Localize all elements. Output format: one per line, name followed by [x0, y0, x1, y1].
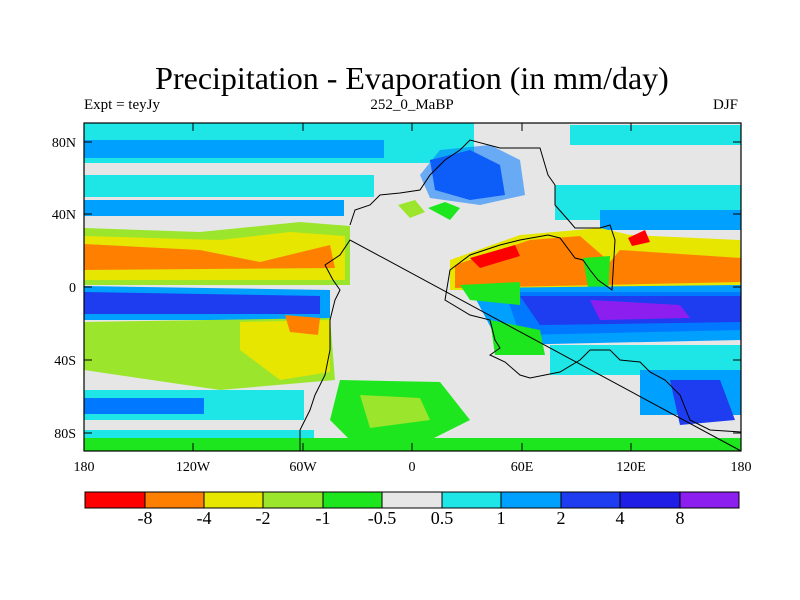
- lon-label: 0: [409, 460, 416, 475]
- colorbar-label: 1: [496, 508, 506, 528]
- colorbar-label: 2: [556, 508, 566, 528]
- lat-label: 40N: [52, 208, 76, 223]
- colorbar-box: [84, 491, 146, 509]
- colorbar-box: [144, 491, 205, 509]
- eq-purple: [590, 300, 690, 320]
- tick-labels: 80N 40N 0 40S 80S 180 120W 60W 0 60E 120…: [52, 136, 752, 475]
- lat-label: 40S: [54, 354, 76, 369]
- lon-label: 180: [74, 460, 95, 475]
- lon-label: 60E: [511, 460, 534, 475]
- north-band-g: [600, 210, 741, 230]
- lon-label: 180: [731, 460, 752, 475]
- season-label: DJF: [712, 97, 738, 113]
- lon-label: 60W: [289, 460, 317, 475]
- axis-ticks: [84, 123, 741, 451]
- colorbar-label: -0.5: [367, 508, 397, 528]
- ss-green-east: [490, 320, 545, 355]
- north-band-d: [84, 200, 344, 216]
- colorbar-label: -1: [315, 508, 331, 528]
- south-blue-blob: [670, 380, 735, 425]
- ss-orange: [285, 315, 320, 335]
- period-label: 252_0_MaBP: [370, 97, 454, 113]
- east-green-1: [460, 282, 520, 305]
- colorbar-box: [500, 491, 562, 509]
- colorbar: [84, 491, 740, 509]
- ns-red-2: [628, 230, 650, 246]
- colorbar-box: [619, 491, 681, 509]
- lat-label: 80N: [52, 136, 76, 151]
- colorbar-box: [441, 491, 502, 509]
- colorbar-box: [679, 491, 740, 509]
- tethys-islands: [398, 200, 425, 218]
- south-band-b: [84, 398, 204, 414]
- experiment-label: Expt = teyJy: [84, 97, 160, 113]
- colorbar-label: 8: [675, 508, 685, 528]
- lon-label: 120W: [176, 460, 211, 475]
- eq-wet-2: [84, 292, 320, 314]
- lat-label: 0: [69, 281, 76, 296]
- colorbar-label: -2: [255, 508, 271, 528]
- contour-field: [84, 123, 741, 451]
- continent-outline: [299, 139, 742, 452]
- colorbar-box: [560, 491, 621, 509]
- lat-label: 80S: [54, 427, 76, 442]
- colorbar-label: -8: [137, 508, 153, 528]
- colorbar-box: [381, 491, 443, 509]
- colorbar-box: [203, 491, 264, 509]
- tethys-islands-2: [428, 202, 460, 220]
- colorbar-label: -4: [196, 508, 212, 528]
- south-bottom-cyan: [84, 430, 314, 438]
- ns-dry-west-3: [84, 244, 335, 270]
- siberia-edge: [420, 145, 525, 205]
- colorbar-box: [262, 491, 324, 509]
- colorbar-label: 4: [615, 508, 625, 528]
- lon-label: 120E: [616, 460, 646, 475]
- ns-red-1: [470, 245, 520, 268]
- north-band-c: [84, 175, 374, 197]
- ss-dry-west-2: [240, 320, 330, 380]
- colorbar-label: 0.5: [430, 508, 454, 528]
- north-band-b: [84, 140, 384, 158]
- antarctic-lime: [360, 395, 430, 428]
- chart-title: Precipitation - Evaporation (in mm/day): [155, 60, 669, 96]
- north-band-e: [570, 125, 741, 145]
- colorbar-box: [322, 491, 383, 509]
